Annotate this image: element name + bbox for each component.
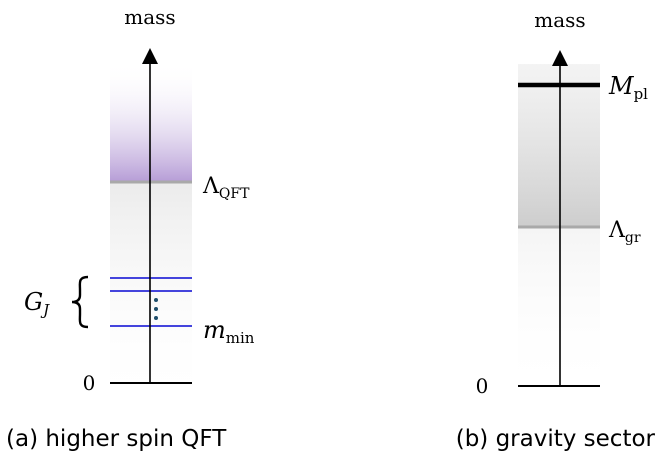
panel-a-min-label: mmin <box>203 316 255 347</box>
panel-a-caption: (a) higher spin QFT <box>6 426 227 452</box>
panel-b-fade-band <box>518 227 600 397</box>
panel-a-ellipsis-dot <box>154 316 158 320</box>
panel-a-fade-band <box>110 182 192 407</box>
panel-b-axis-label: mass <box>534 8 585 32</box>
panel-b-zero-label: 0 <box>476 374 489 398</box>
panel-a-family-label: GJ <box>24 288 50 319</box>
panel-a-cutoff-symbol: Λ <box>202 174 220 199</box>
panel-a-family-symbol: G <box>24 288 43 316</box>
panel-b-planck-symbol: M <box>608 72 635 100</box>
panel-a-min-symbol: m <box>203 316 226 344</box>
panel-a-family-brace <box>71 275 89 329</box>
panel-a-zero-label: 0 <box>83 371 96 395</box>
panel-b-planck-subscript: pl <box>634 85 649 103</box>
panel-a-axis-label: mass <box>124 5 175 29</box>
panel-a-ellipsis-dot <box>154 307 158 311</box>
panel-b-caption: (b) gravity sector <box>456 426 656 452</box>
panel-b-planck-label: Mpl <box>608 72 648 103</box>
panel-b-gray-band <box>518 64 600 227</box>
panel-a-cutoff-subscript: QFT <box>219 186 250 202</box>
panel-a-purple-band <box>110 62 192 182</box>
panel-b-cutoff-label: Λgr <box>608 218 641 246</box>
panel-a-cutoff-label: ΛQFT <box>202 174 250 202</box>
panel-b: mass Mpl Λgr 0 (b) gravity sector <box>456 8 656 452</box>
panel-b-cutoff-subscript: gr <box>625 230 641 246</box>
panel-b-cutoff-symbol: Λ <box>608 218 626 243</box>
panel-a: mass ΛQFT GJ mmin 0 (a) higher spin QFT <box>6 5 255 452</box>
panel-a-ellipsis-dot <box>154 298 158 302</box>
panel-a-min-subscript: min <box>226 329 255 347</box>
panel-a-family-subscript: J <box>40 301 50 319</box>
